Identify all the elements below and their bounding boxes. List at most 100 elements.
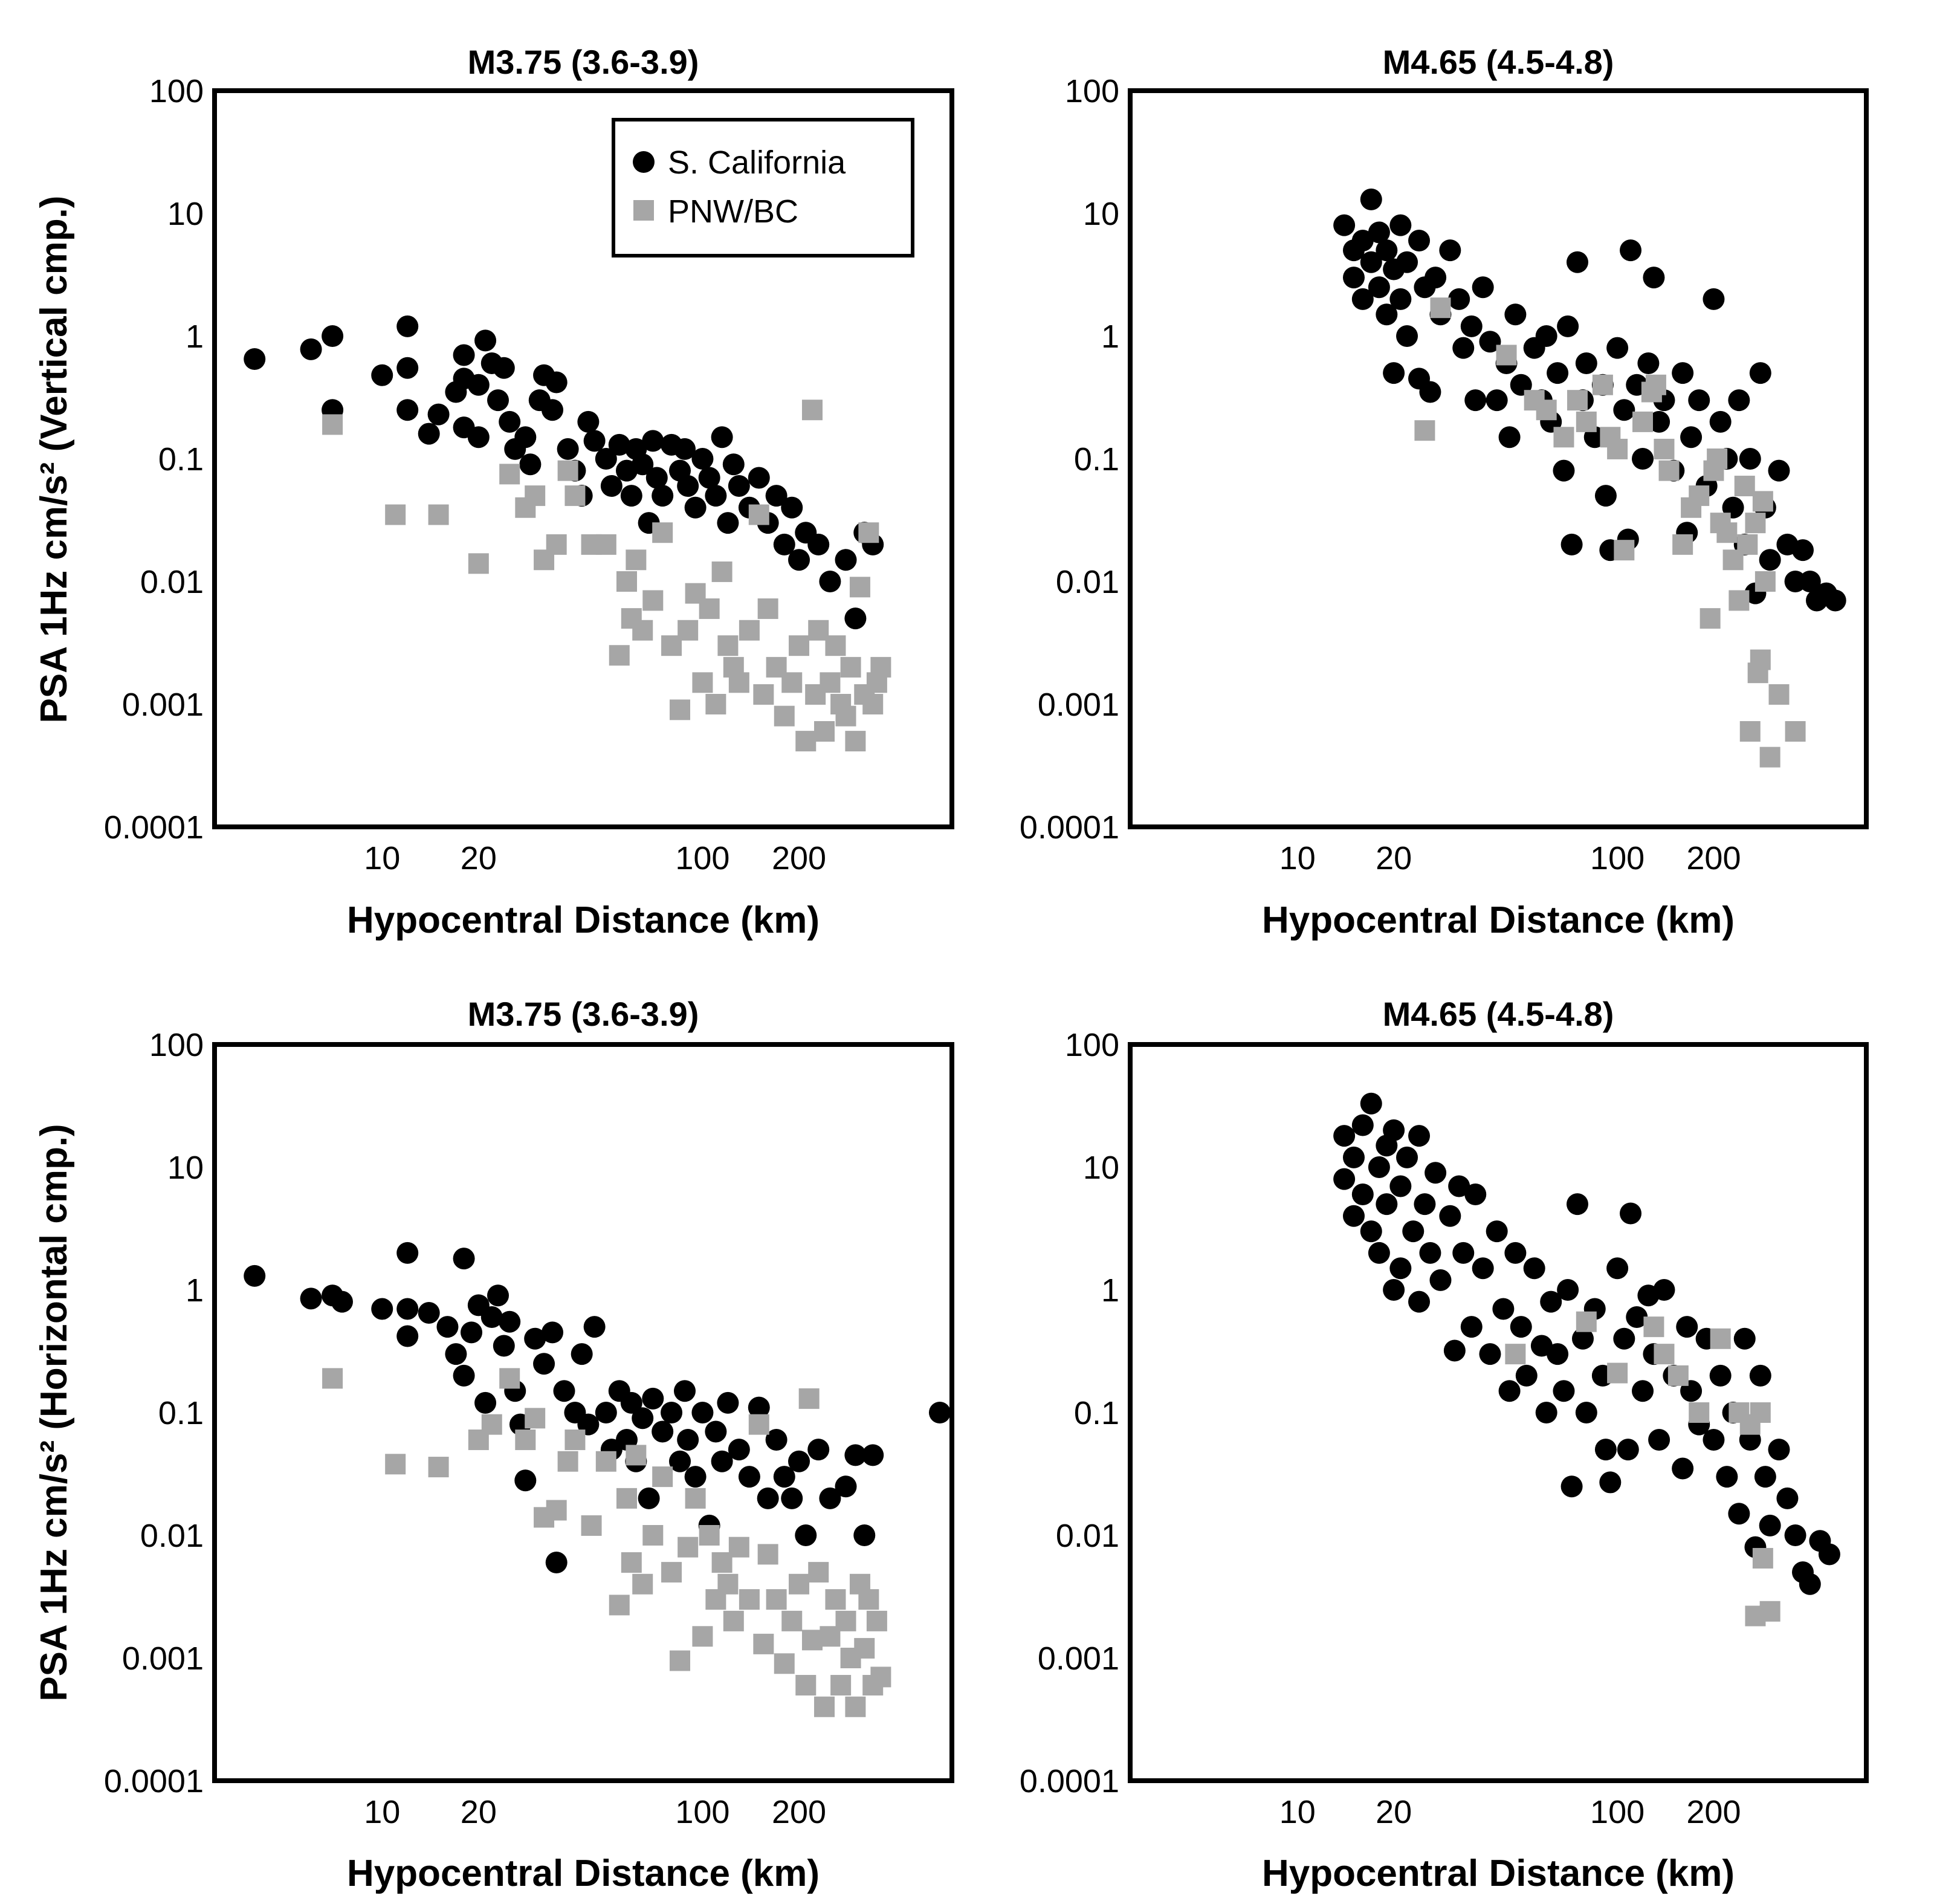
data-point-pnw-bc <box>795 1675 817 1696</box>
data-point-pnw-bc <box>1785 721 1806 742</box>
data-point-s-california <box>1439 1205 1461 1227</box>
data-point-s-california <box>1360 1092 1382 1115</box>
data-point-s-california <box>1498 426 1521 448</box>
plot-frame <box>212 1042 954 1783</box>
data-point-s-california <box>1606 1257 1629 1280</box>
x-tick-label: 200 <box>772 1794 826 1830</box>
data-point-s-california <box>545 371 568 393</box>
legend-circle-marker <box>633 151 655 173</box>
data-point-s-california <box>1672 362 1694 384</box>
data-point-s-california <box>1486 389 1508 412</box>
data-point-s-california <box>1643 267 1665 289</box>
data-point-pnw-bc <box>849 577 870 598</box>
data-point-s-california <box>1739 448 1761 470</box>
data-point-pnw-bc <box>652 1466 673 1488</box>
data-point-pnw-bc <box>862 694 884 714</box>
data-point-s-california <box>1709 1364 1732 1387</box>
data-point-s-california <box>244 1264 266 1287</box>
x-axis-label: Hypocentral Distance (km) <box>347 1853 820 1894</box>
data-point-s-california <box>781 496 803 519</box>
data-point-s-california <box>1557 1279 1579 1301</box>
legend-label-s-california: S. California <box>668 144 846 181</box>
data-point-s-california <box>1464 1184 1487 1206</box>
data-point-s-california <box>1606 337 1629 359</box>
data-point-pnw-bc <box>705 694 726 714</box>
data-point-s-california <box>1535 1402 1557 1423</box>
data-point-pnw-bc <box>798 1388 820 1409</box>
data-point-s-california <box>1617 1439 1639 1461</box>
data-point-s-california <box>691 448 714 470</box>
data-point-s-california <box>1768 459 1790 482</box>
data-point-pnw-bc <box>825 1589 846 1610</box>
panel-title: M3.75 (3.6-3.9) <box>468 995 699 1033</box>
data-point-s-california <box>1759 1514 1781 1536</box>
data-point-s-california <box>1425 1162 1447 1184</box>
x-tick-label: 100 <box>1590 840 1645 876</box>
data-point-s-california <box>711 1450 733 1472</box>
data-point-pnw-bc <box>835 1610 856 1631</box>
data-point-pnw-bc <box>870 656 891 678</box>
data-point-pnw-bc <box>866 1610 887 1631</box>
y-tick-label: 100 <box>149 73 204 109</box>
data-point-pnw-bc <box>652 522 673 543</box>
data-point-s-california <box>1402 1220 1425 1243</box>
data-point-s-california <box>474 1391 497 1414</box>
data-point-s-california <box>1342 267 1365 289</box>
data-point-pnw-bc <box>739 620 760 641</box>
data-point-s-california <box>600 475 623 497</box>
data-point-pnw-bc <box>728 672 749 693</box>
y-tick-label: 0.001 <box>122 687 204 723</box>
data-point-s-california <box>1676 1316 1698 1338</box>
data-point-pnw-bc <box>774 1653 795 1674</box>
y-tick-labels: 100 10 1 0.1 0.01 0.001 0.0001 <box>104 73 204 846</box>
data-point-pnw-bc <box>621 1552 642 1573</box>
data-point-pnw-bc <box>1737 534 1758 555</box>
data-point-s-california <box>499 1310 521 1333</box>
data-point-s-california <box>487 389 509 412</box>
data-point-s-california <box>1620 239 1642 262</box>
data-point-s-california <box>371 364 393 386</box>
x-axis-label: Hypocentral Distance (km) <box>347 899 820 941</box>
data-point-pnw-bc <box>801 1630 823 1651</box>
data-point-pnw-bc <box>723 1610 744 1631</box>
data-point-s-california <box>542 399 564 421</box>
data-point-s-california <box>1429 1269 1452 1291</box>
data-point-s-california <box>453 1364 475 1387</box>
data-point-pnw-bc <box>854 1637 875 1659</box>
data-point-pnw-bc <box>1607 438 1628 459</box>
data-point-s-california <box>418 423 440 445</box>
data-point-pnw-bc <box>642 590 664 611</box>
x-tick-label: 200 <box>772 840 826 876</box>
data-point-s-california <box>1759 549 1781 571</box>
y-tick-label: 0.1 <box>158 441 204 478</box>
y-tick-label: 0.1 <box>1074 1395 1119 1431</box>
data-point-s-california <box>1460 1316 1483 1338</box>
data-point-pnw-bc <box>626 1445 647 1466</box>
data-point-s-california <box>1396 325 1418 347</box>
data-point-s-california <box>1383 1279 1405 1301</box>
y-tick-label: 0.01 <box>140 1518 204 1554</box>
data-point-s-california <box>757 1487 779 1509</box>
data-point-pnw-bc <box>581 1515 602 1536</box>
data-point-pnw-bc <box>1759 1601 1780 1622</box>
data-point-s-california <box>1464 389 1487 412</box>
y-tick-label: 0.1 <box>1074 441 1119 478</box>
data-point-s-california <box>1479 1343 1501 1365</box>
data-point-s-california <box>642 430 664 452</box>
data-point-pnw-bc <box>1536 400 1557 421</box>
data-point-pnw-bc <box>748 504 769 525</box>
data-point-s-california <box>1637 352 1660 375</box>
data-point-s-california <box>1389 1257 1412 1280</box>
y-tick-label: 0.001 <box>1038 1640 1119 1677</box>
data-point-s-california <box>1784 1524 1806 1546</box>
y-tick-label: 0.01 <box>1056 1518 1119 1554</box>
data-point-s-california <box>474 329 497 352</box>
data-point-s-california <box>396 1298 419 1320</box>
y-tick-labels: 100 10 1 0.1 0.01 0.001 0.0001 <box>104 1027 204 1799</box>
data-point-pnw-bc <box>789 1573 810 1595</box>
data-point-pnw-bc <box>1672 534 1693 555</box>
data-point-s-california <box>1653 1279 1675 1301</box>
data-point-s-california <box>300 1287 322 1310</box>
data-point-s-california <box>1351 1184 1374 1206</box>
legend: S. California PNW/BC <box>612 118 914 257</box>
